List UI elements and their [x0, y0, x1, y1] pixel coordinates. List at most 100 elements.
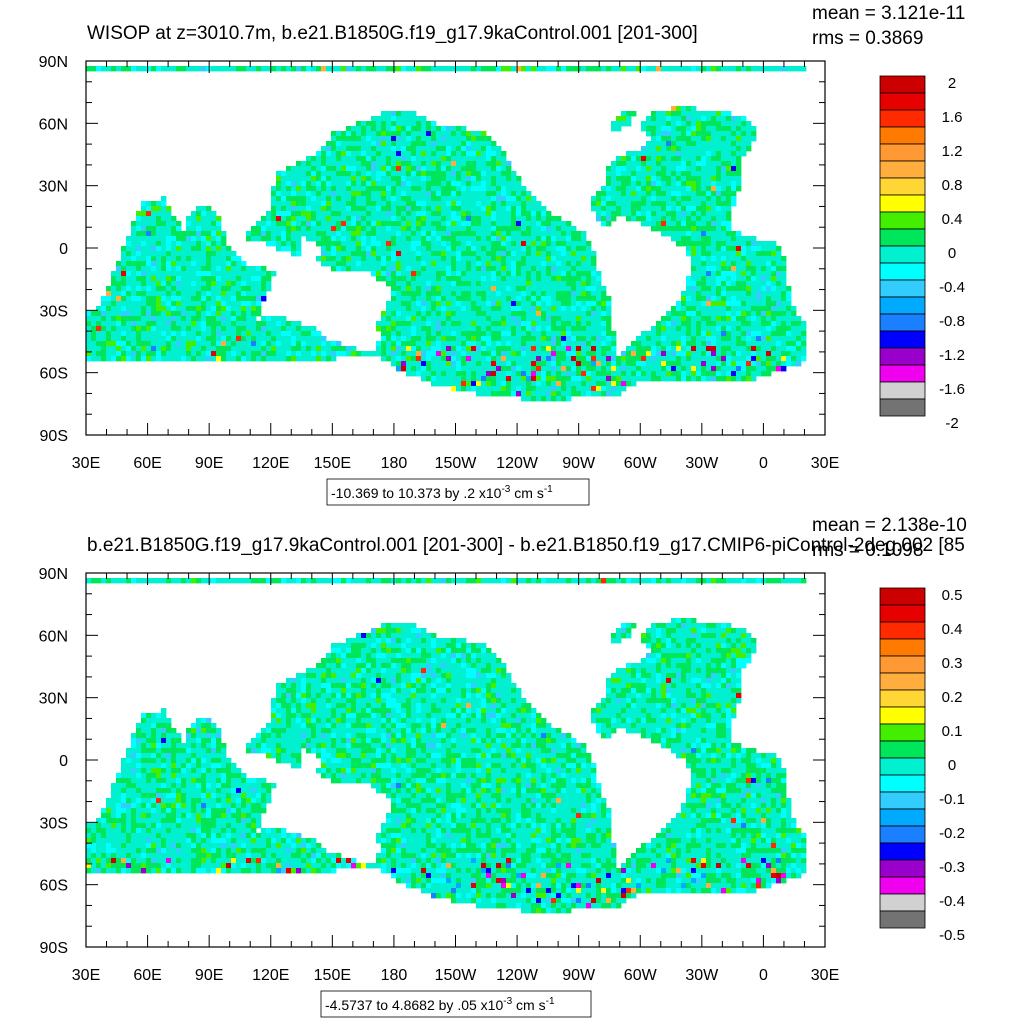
field-cell: [581, 256, 587, 262]
field-cell: [416, 286, 422, 292]
field-cell: [381, 186, 387, 192]
field-cell: [701, 196, 707, 202]
field-cell: [666, 186, 672, 192]
field-cell: [761, 351, 767, 357]
field-cell: [416, 146, 422, 152]
field-cell: [291, 206, 297, 212]
field-cell: [566, 361, 572, 367]
field-cell: [496, 261, 502, 267]
field-cell: [451, 336, 457, 342]
field-cell: [551, 336, 557, 342]
field-cell: [536, 66, 542, 72]
field-cell: [446, 361, 452, 367]
field-cell: [551, 291, 557, 297]
field-cell: [656, 166, 662, 172]
field-cell: [341, 256, 347, 262]
field-cell: [141, 326, 147, 332]
field-cell: [721, 246, 727, 252]
field-cell: [651, 111, 657, 117]
field-cell: [251, 291, 257, 297]
field-cell: [746, 361, 752, 367]
field-cell: [206, 296, 212, 302]
field-cell: [186, 291, 192, 297]
field-cell: [391, 201, 397, 207]
field-cell: [556, 356, 562, 362]
field-cell: [441, 301, 447, 307]
field-cell: [441, 251, 447, 257]
field-cell: [571, 266, 577, 272]
field-cell: [261, 326, 267, 332]
field-cell: [566, 261, 572, 267]
field-cell: [461, 316, 467, 322]
field-cell: [231, 321, 237, 327]
field-cell: [141, 346, 147, 352]
field-cell: [611, 371, 617, 377]
field-cell: [396, 131, 402, 137]
field-cell: [436, 131, 442, 137]
field-cell: [406, 236, 412, 242]
field-cell: [281, 346, 287, 352]
field-cell: [326, 251, 332, 257]
field-cell: [756, 341, 762, 347]
field-cell: [726, 361, 732, 367]
field-cell: [626, 211, 632, 217]
field-cell: [146, 66, 152, 72]
field-cell: [566, 231, 572, 237]
field-cell: [426, 266, 432, 272]
field-cell: [201, 221, 207, 227]
field-cell: [671, 201, 677, 207]
field-cell: [141, 246, 147, 252]
field-cell: [281, 226, 287, 232]
field-cell: [286, 231, 292, 237]
field-cell: [436, 226, 442, 232]
field-cell: [391, 236, 397, 242]
field-cell: [451, 256, 457, 262]
field-cell: [566, 326, 572, 332]
field-cell: [461, 66, 467, 72]
field-cell: [456, 331, 462, 337]
field-cell: [771, 316, 777, 322]
field-cell: [401, 281, 407, 287]
field-cell: [691, 201, 697, 207]
field-cell: [171, 316, 177, 322]
field-cell: [246, 306, 252, 312]
field-cell: [716, 341, 722, 347]
field-cell: [391, 121, 397, 127]
field-cell: [691, 106, 697, 112]
field-cell: [151, 211, 157, 217]
field-cell: [406, 336, 412, 342]
field-cell: [311, 236, 317, 242]
field-cell: [361, 206, 367, 212]
field-cell: [721, 166, 727, 172]
field-cell: [386, 316, 392, 322]
field-cell: [121, 326, 127, 332]
field-cell: [271, 226, 277, 232]
field-cell: [376, 321, 382, 327]
field-cell: [401, 251, 407, 257]
field-cell: [561, 226, 567, 232]
field-cell: [691, 331, 697, 337]
field-cell: [686, 241, 692, 247]
field-cell: [186, 216, 192, 222]
field-cell: [166, 236, 172, 242]
field-cell: [311, 66, 317, 72]
field-cell: [471, 371, 477, 377]
field-cell: [496, 186, 502, 192]
field-cell: [371, 131, 377, 137]
field-cell: [126, 246, 132, 252]
field-cell: [376, 271, 382, 277]
field-cell: [116, 281, 122, 287]
field-cell: [446, 261, 452, 267]
field-cell: [136, 231, 142, 237]
field-cell: [431, 271, 437, 277]
field-cell: [521, 371, 527, 377]
field-cell: [571, 286, 577, 292]
field-cell: [436, 231, 442, 237]
field-cell: [526, 296, 532, 302]
field-cell: [396, 236, 402, 242]
field-cell: [491, 291, 497, 297]
field-cell: [551, 281, 557, 287]
field-cell: [216, 326, 222, 332]
field-cell: [446, 276, 452, 282]
field-cell: [246, 356, 252, 362]
